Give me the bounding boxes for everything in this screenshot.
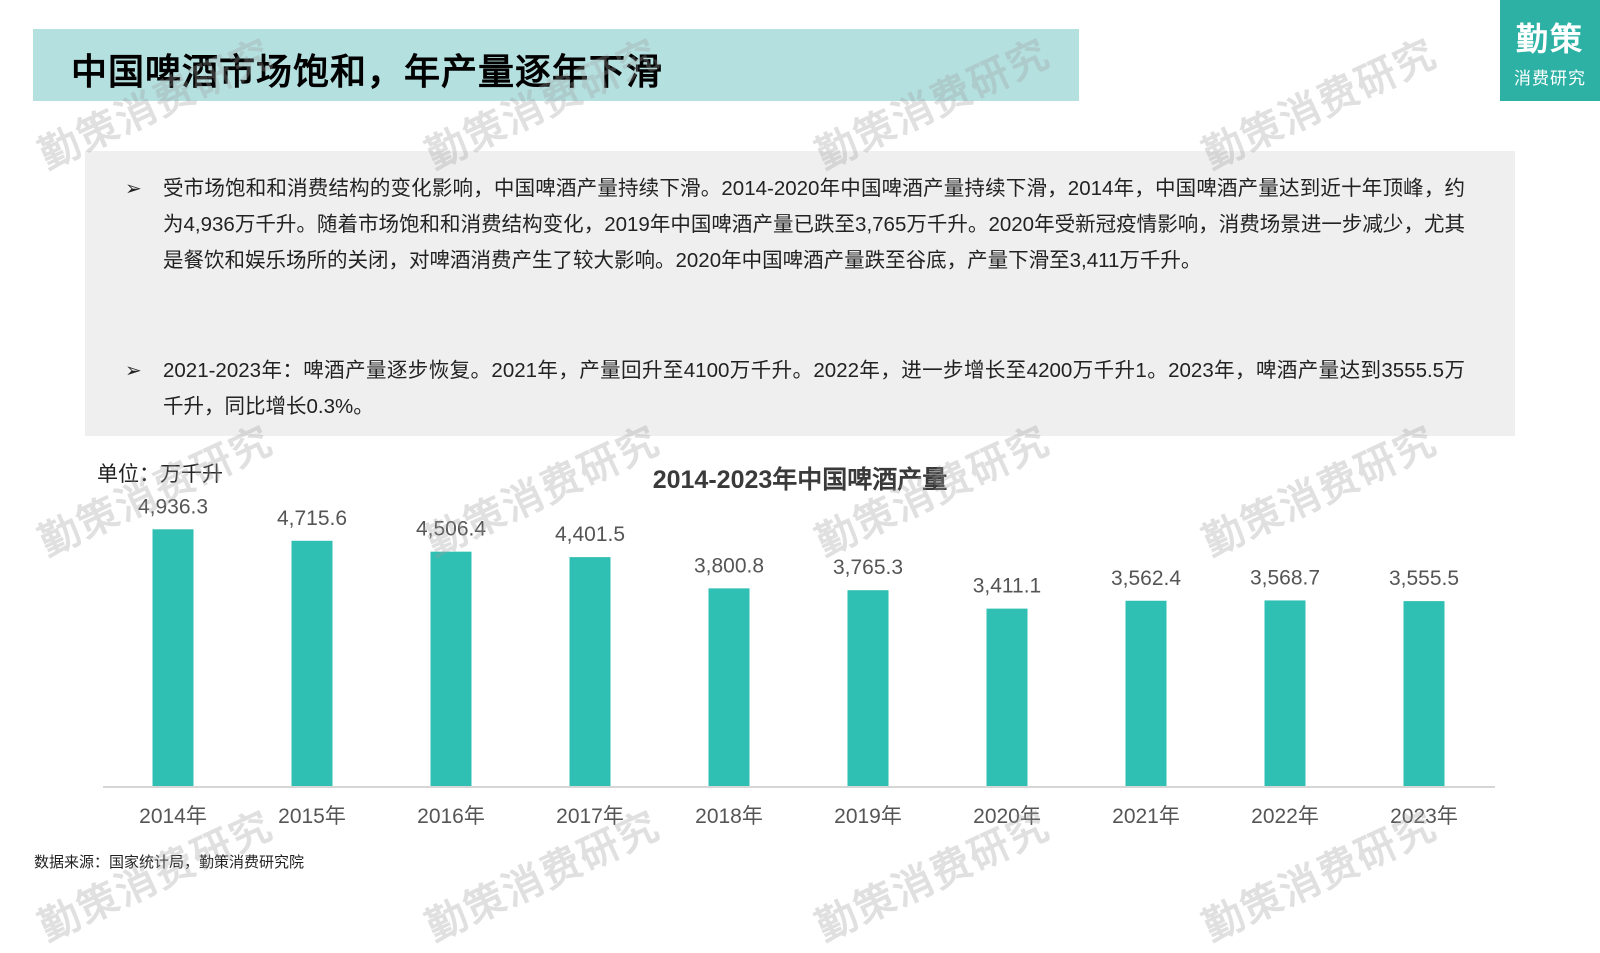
summary-panel: ➢ 受市场饱和和消费结构的变化影响，中国啤酒产量持续下滑。2014-2020年中… bbox=[85, 151, 1515, 436]
data-label: 4,401.5 bbox=[555, 523, 625, 546]
data-label: 3,568.7 bbox=[1250, 566, 1320, 589]
bar-chart: 4,936.3 2014年 4,715.6 2015年 4,506.4 2016年 4,40… bbox=[103, 495, 1495, 828]
x-tick-label: 2018年 bbox=[695, 805, 763, 828]
logo-sub-text: 消费研究 bbox=[1514, 69, 1586, 88]
source-note: 数据来源：国家统计局，勤策消费研究院 bbox=[34, 854, 305, 871]
data-label: 3,765.3 bbox=[833, 556, 903, 579]
x-tick-label: 2020年 bbox=[973, 805, 1041, 828]
title-bar: 中国啤酒市场饱和，年产量逐年下滑 bbox=[33, 29, 1079, 101]
x-tick-label: 2016年 bbox=[417, 805, 485, 828]
x-tick-label: 2019年 bbox=[834, 805, 902, 828]
bullet-item: ➢ 2021-2023年：啤酒产量逐步恢复。2021年，产量回升至4100万千升… bbox=[125, 353, 1465, 425]
bullet-text: 受市场饱和和消费结构的变化影响，中国啤酒产量持续下滑。2014-2020年中国啤… bbox=[163, 177, 1465, 272]
bar-2015年 bbox=[291, 540, 333, 786]
bar-2023年 bbox=[1403, 601, 1445, 786]
bullet-text: 2021-2023年：啤酒产量逐步恢复。2021年，产量回升至4100万千升。2… bbox=[163, 359, 1465, 418]
bar-2016年 bbox=[430, 551, 472, 786]
bar-2014年 bbox=[152, 529, 194, 786]
data-label: 4,936.3 bbox=[138, 495, 208, 518]
data-label: 4,506.4 bbox=[416, 518, 486, 541]
bar-2020年 bbox=[986, 608, 1028, 786]
bullet-arrow-icon: ➢ bbox=[125, 360, 142, 382]
x-tick-label: 2021年 bbox=[1112, 805, 1180, 828]
bar-2017年 bbox=[569, 557, 611, 786]
data-label: 3,800.8 bbox=[694, 554, 764, 577]
bar-2018年 bbox=[708, 588, 750, 786]
x-tick-label: 2014年 bbox=[139, 805, 207, 828]
logo-main-text: 勤策 bbox=[1515, 20, 1584, 58]
data-label: 3,411.1 bbox=[973, 575, 1042, 598]
page-title: 中国啤酒市场饱和，年产量逐年下滑 bbox=[71, 51, 664, 92]
x-tick-label: 2017年 bbox=[556, 805, 624, 828]
bullet-item: ➢ 受市场饱和和消费结构的变化影响，中国啤酒产量持续下滑。2014-2020年中… bbox=[125, 171, 1465, 279]
brand-logo: 勤策 消费研究 bbox=[1500, 0, 1600, 101]
bar-2022年 bbox=[1264, 600, 1306, 786]
data-label: 3,555.5 bbox=[1389, 567, 1459, 590]
data-label: 4,715.6 bbox=[277, 507, 347, 530]
x-tick-label: 2022年 bbox=[1251, 805, 1319, 828]
unit-label: 单位：万千升 bbox=[97, 463, 223, 486]
x-tick-label: 2015年 bbox=[278, 805, 346, 828]
chart-title: 2014-2023年中国啤酒产量 bbox=[652, 466, 948, 494]
bar-2021年 bbox=[1125, 600, 1167, 786]
bar-2019年 bbox=[847, 590, 889, 786]
bullet-arrow-icon: ➢ bbox=[125, 178, 142, 200]
data-label: 3,562.4 bbox=[1111, 567, 1181, 590]
x-tick-label: 2023年 bbox=[1390, 805, 1458, 828]
